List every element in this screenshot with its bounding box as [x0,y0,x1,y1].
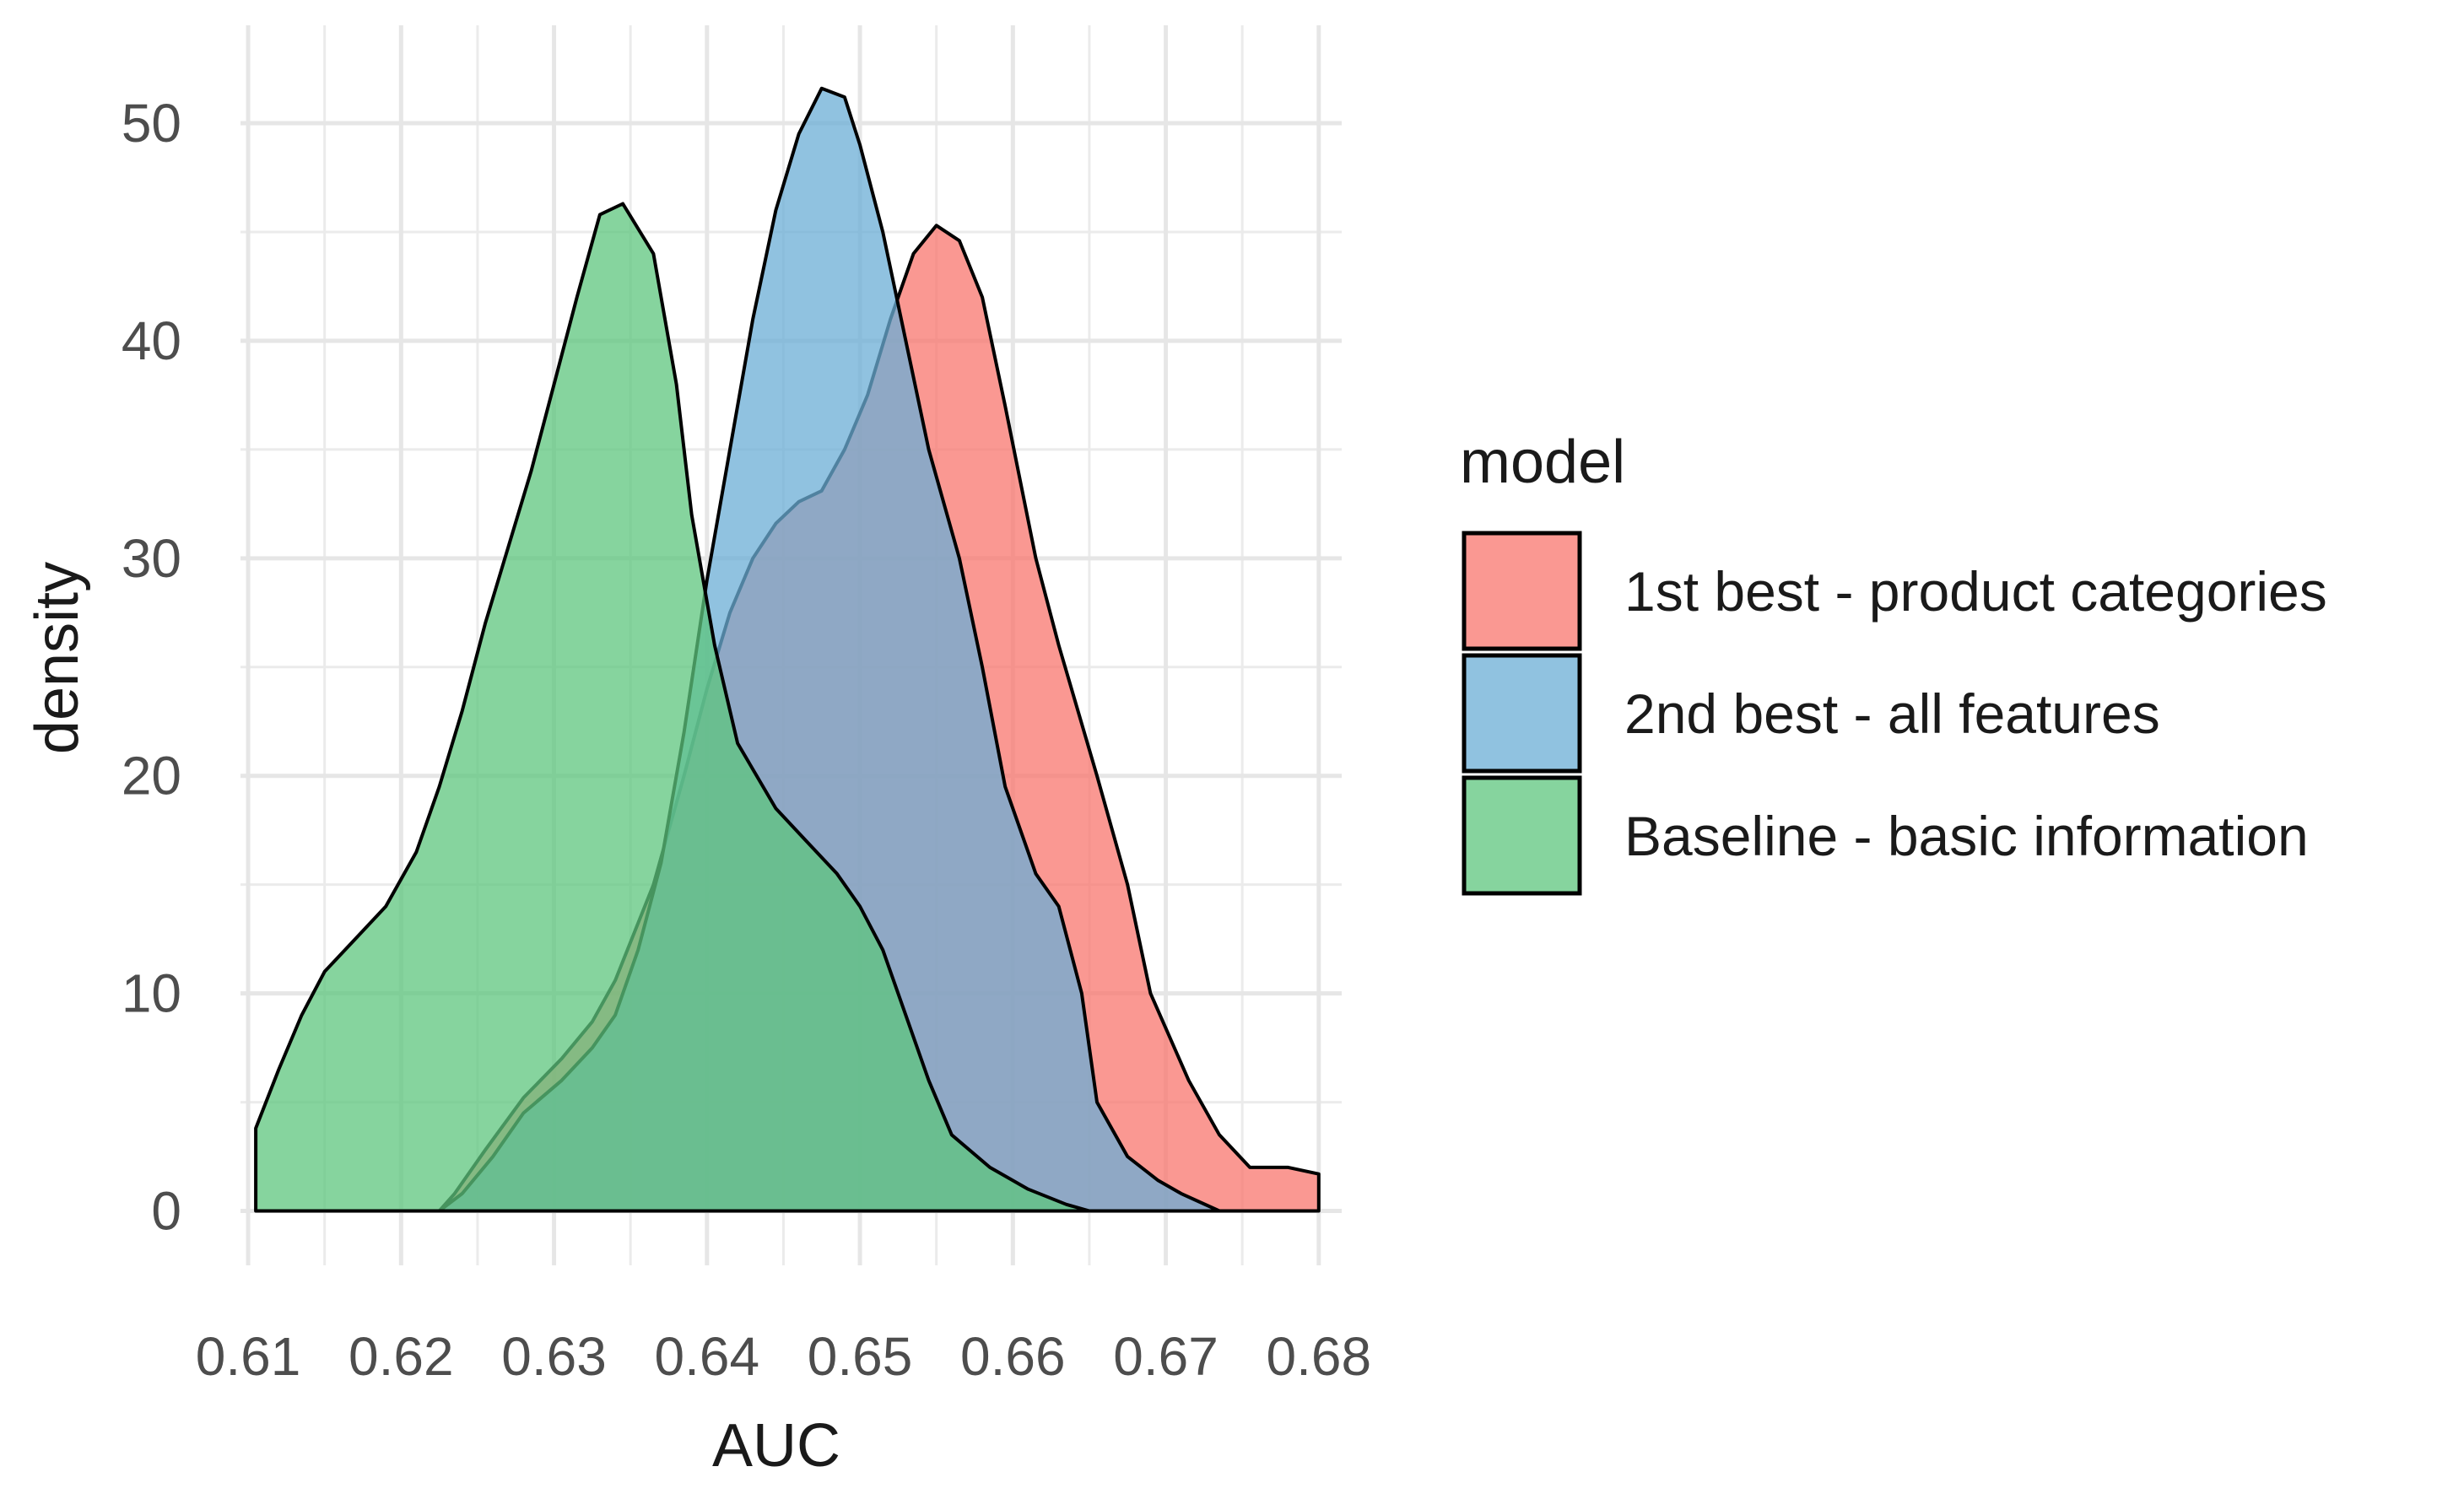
x-tick-label: 0.61 [196,1326,301,1387]
x-tick-label: 0.64 [655,1326,760,1387]
x-tick-label: 0.62 [349,1326,454,1387]
y-tick-label: 20 [122,746,181,806]
y-tick-label: 50 [122,93,181,154]
x-tick-label: 0.67 [1113,1326,1218,1387]
y-axis-title: density [24,562,91,754]
series-layer [254,86,1321,1213]
legend-items: 1st best - product categories 2nd best - … [1462,531,2327,896]
x-axis-title: AUC [712,1412,840,1480]
legend-title: model [1460,429,1625,496]
density-area-3 [254,202,1091,1213]
legend-key [1462,775,1582,896]
y-tick-label: 30 [122,528,181,589]
x-tick-label: 0.65 [808,1326,913,1387]
legend-key [1462,653,1582,774]
y-tick-label: 10 [122,963,181,1024]
legend: model 1st best - product categories 2nd b… [1460,429,2327,896]
tick-label-layer: 0.61 0.62 0.63 0.64 0.65 0.66 0.67 0.68 0 10 20 30 4… [122,93,1371,1387]
legend-key [1462,531,1582,651]
x-tick-label: 0.63 [501,1326,607,1387]
legend-label: 1st best - product categories [1624,560,2327,623]
x-tick-label: 0.66 [960,1326,1066,1387]
y-tick-label: 0 [151,1181,181,1242]
legend-label: Baseline - basic information [1624,805,2309,867]
y-tick-label: 40 [122,310,181,371]
x-tick-label: 0.68 [1267,1326,1372,1387]
legend-label: 2nd best - all features [1624,682,2160,745]
